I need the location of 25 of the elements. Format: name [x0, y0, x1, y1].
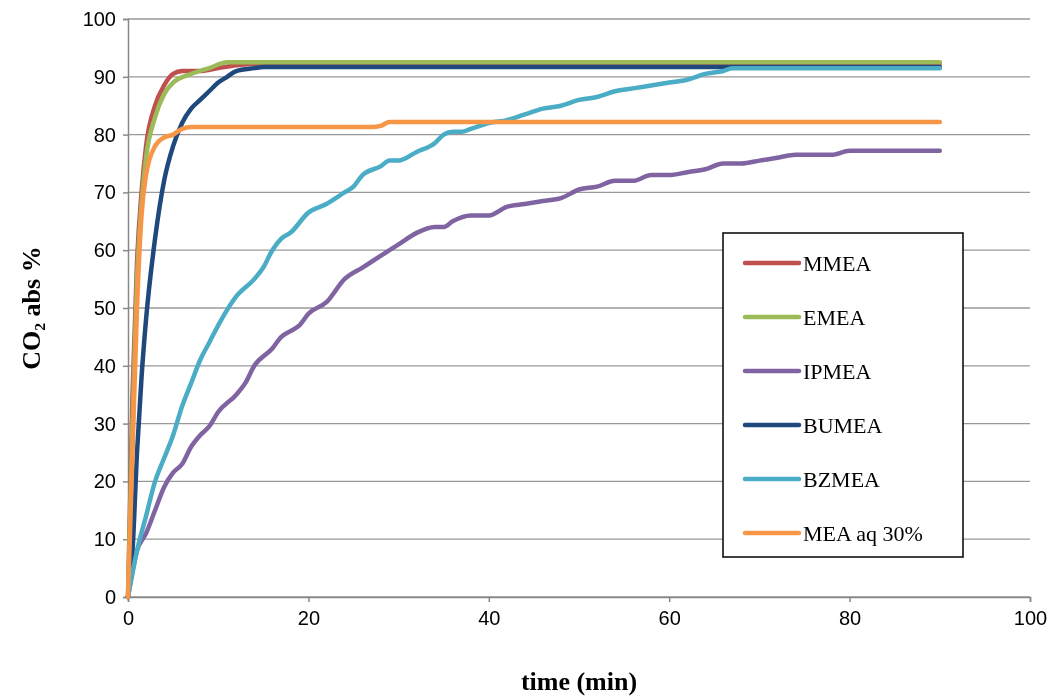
- y-tick-label: 30: [93, 412, 116, 435]
- y-tick-label: 100: [82, 7, 116, 30]
- legend-label: BZMEA: [803, 467, 881, 492]
- y-tick-label: 60: [93, 239, 116, 262]
- y-tick-label: 10: [93, 528, 116, 551]
- y-tick-label: 80: [93, 123, 116, 146]
- legend-label: EMEA: [803, 305, 866, 330]
- y-tick-label: 90: [93, 65, 116, 88]
- x-tick-label: 0: [122, 607, 135, 629]
- y-tick-label: 0: [104, 585, 116, 608]
- legend-label: MMEA: [803, 251, 872, 276]
- x-tick-label: 20: [297, 607, 321, 629]
- x-tick-label: 80: [838, 607, 862, 629]
- legend-label: BUMEA: [803, 413, 883, 438]
- y-axis-title: CO₂ abs %: [17, 246, 46, 370]
- x-axis-title: time (min): [520, 667, 638, 696]
- x-tick-label: 40: [478, 607, 501, 629]
- x-tick-label: 100: [1013, 607, 1048, 629]
- y-tick-label: 70: [93, 181, 116, 204]
- legend-label: IPMEA: [803, 359, 872, 384]
- x-tick-label: 60: [658, 607, 681, 629]
- y-tick-label: 20: [93, 470, 116, 493]
- legend-label: MEA aq 30%: [803, 521, 923, 546]
- y-tick-label: 40: [93, 354, 116, 377]
- y-tick-label: 50: [93, 296, 116, 319]
